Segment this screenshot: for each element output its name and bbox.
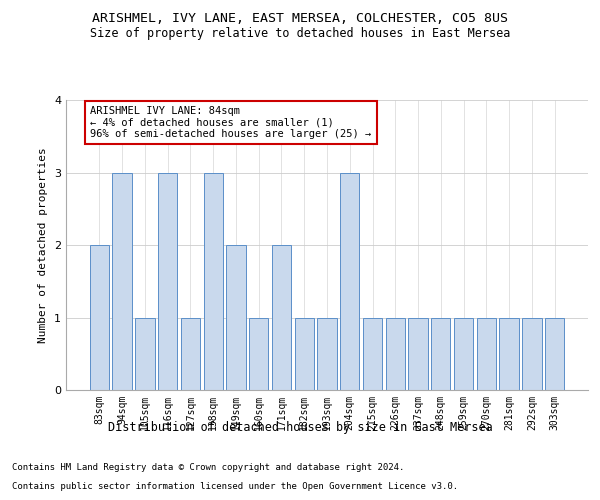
Bar — [499, 318, 519, 390]
Bar — [90, 245, 109, 390]
Text: Contains public sector information licensed under the Open Government Licence v3: Contains public sector information licen… — [12, 482, 458, 491]
Bar — [203, 172, 223, 390]
Bar — [545, 318, 564, 390]
Text: Contains HM Land Registry data © Crown copyright and database right 2024.: Contains HM Land Registry data © Crown c… — [12, 464, 404, 472]
Text: Size of property relative to detached houses in East Mersea: Size of property relative to detached ho… — [90, 28, 510, 40]
Bar — [249, 318, 268, 390]
Bar — [135, 318, 155, 390]
Bar — [409, 318, 428, 390]
Bar — [158, 172, 178, 390]
Bar — [522, 318, 542, 390]
Bar — [340, 172, 359, 390]
Text: Distribution of detached houses by size in East Mersea: Distribution of detached houses by size … — [107, 421, 493, 434]
Bar — [386, 318, 405, 390]
Bar — [454, 318, 473, 390]
Bar — [476, 318, 496, 390]
Bar — [363, 318, 382, 390]
Bar — [181, 318, 200, 390]
Y-axis label: Number of detached properties: Number of detached properties — [38, 147, 49, 343]
Bar — [112, 172, 132, 390]
Text: ARISHMEL IVY LANE: 84sqm
← 4% of detached houses are smaller (1)
96% of semi-det: ARISHMEL IVY LANE: 84sqm ← 4% of detache… — [90, 106, 371, 139]
Bar — [226, 245, 245, 390]
Bar — [317, 318, 337, 390]
Bar — [272, 245, 291, 390]
Bar — [295, 318, 314, 390]
Text: ARISHMEL, IVY LANE, EAST MERSEA, COLCHESTER, CO5 8US: ARISHMEL, IVY LANE, EAST MERSEA, COLCHES… — [92, 12, 508, 26]
Bar — [431, 318, 451, 390]
